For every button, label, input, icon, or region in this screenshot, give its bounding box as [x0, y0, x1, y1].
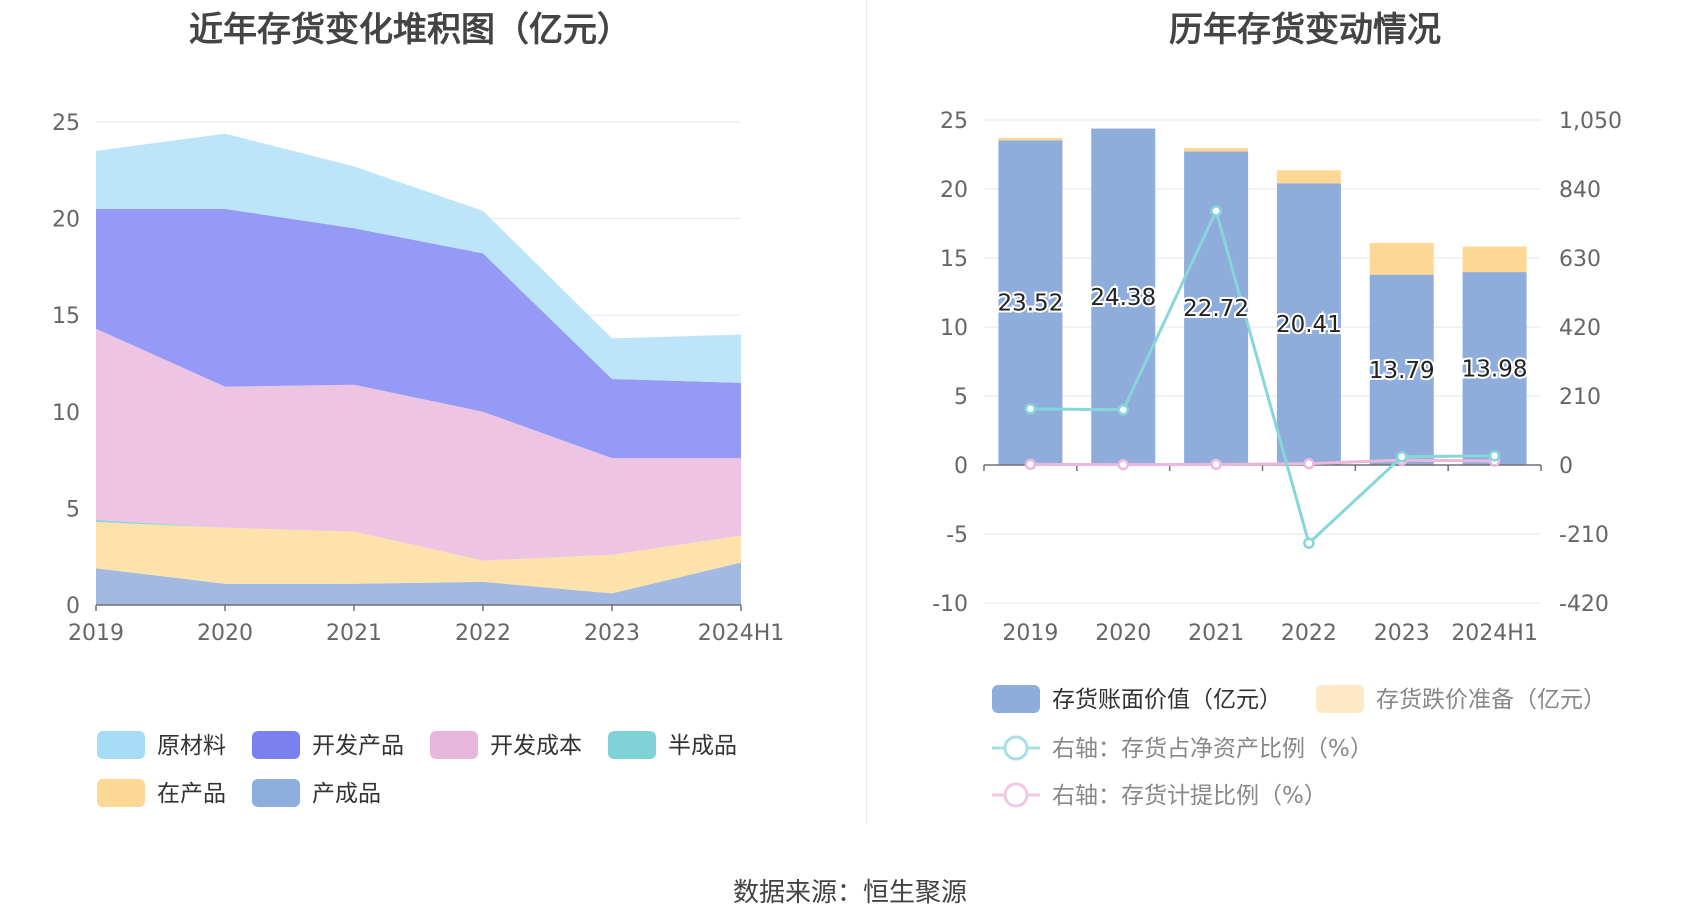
bar-impairment	[998, 137, 1063, 141]
line-point	[1117, 458, 1129, 471]
x-tick-label: 2022	[455, 621, 511, 646]
legend-marker	[1003, 782, 1029, 808]
bar-book-value	[1462, 272, 1527, 465]
y-tick-label: 0	[954, 454, 968, 479]
y2-tick-label: 0	[1559, 454, 1573, 479]
area-series	[96, 133, 741, 383]
inventory-change-bar-chart: -10 -420 -5 -210 0 0 5 210 10 420 15 630 20 840 25 1,05…	[932, 109, 1622, 809]
bar-book-value	[1184, 151, 1249, 466]
line-series	[1030, 458, 1495, 467]
bar-value-label: 13.98	[1462, 357, 1528, 383]
inventory-stacked-area-chart: 0 5 10 15 20 25 2019 2020 2021 2022 2023 2024H1 原材料 开…	[52, 111, 785, 807]
bar-value-label: 22.72	[1183, 296, 1249, 322]
line-series	[1030, 206, 1495, 546]
y-tick-label: 10	[52, 401, 80, 426]
legend-swatch	[430, 731, 478, 759]
x-tick-label: 2019	[1002, 621, 1058, 646]
area-series	[96, 208, 741, 459]
y-tick-label: 25	[940, 109, 968, 134]
line-point	[1396, 451, 1408, 463]
bar-book-value	[1369, 274, 1434, 465]
y-tick-label: 20	[940, 178, 968, 203]
y-tick-label: -10	[932, 592, 968, 617]
x-tick-label: 2024H1	[1451, 621, 1538, 646]
line-point	[1488, 450, 1501, 462]
area-series	[96, 328, 741, 561]
legend-label: 在产品	[157, 781, 226, 807]
legend-label: 存货跌价准备（亿元）	[1376, 687, 1606, 713]
legend-swatch	[992, 685, 1040, 713]
x-tick-label: 2023	[1374, 621, 1430, 646]
legend-label: 右轴：存货占净资产比例（%）	[1052, 736, 1373, 762]
bar-impairment	[1369, 242, 1434, 275]
bar-impairment	[1276, 170, 1341, 184]
line-point	[1117, 404, 1129, 416]
y-tick-label: 5	[66, 497, 80, 522]
bar-impairment	[1462, 246, 1527, 273]
legend-swatch	[608, 731, 656, 759]
y2-tick-label: -420	[1559, 592, 1609, 617]
line-point	[1210, 458, 1222, 471]
x-tick-label: 2020	[197, 621, 253, 646]
legend-label: 开发成本	[490, 733, 582, 759]
area-series	[96, 562, 741, 605]
y-tick-label: 25	[52, 111, 80, 136]
y2-tick-label: 1,050	[1559, 109, 1622, 134]
line-point	[1024, 458, 1037, 471]
legend-swatch	[97, 779, 145, 807]
bar-value-label: 20.41	[1276, 312, 1342, 338]
bar-value-label: 23.52	[997, 291, 1063, 317]
line-point	[1303, 457, 1315, 470]
legend-swatch	[1316, 685, 1364, 713]
chart-divider	[866, 0, 867, 825]
line-point	[1210, 205, 1222, 217]
line-point	[1303, 537, 1315, 549]
area-series	[96, 519, 741, 561]
bar-value-label: 24.38	[1090, 285, 1156, 311]
x-tick-label: 2021	[1188, 621, 1244, 646]
data-source-note: 数据来源：恒生聚源	[732, 878, 967, 908]
bar-book-value	[1276, 183, 1341, 466]
legend-label: 开发产品	[312, 733, 404, 759]
y2-tick-label: 210	[1559, 385, 1601, 410]
y-tick-label: 15	[940, 247, 968, 272]
x-tick-label: 2020	[1095, 621, 1151, 646]
x-tick-label: 2021	[326, 621, 382, 646]
x-tick-label: 2023	[584, 621, 640, 646]
x-tick-label: 2024H1	[698, 621, 785, 646]
y2-tick-label: 840	[1559, 178, 1601, 203]
y2-tick-label: 420	[1559, 316, 1601, 341]
legend-marker	[1003, 735, 1029, 761]
legend-label: 产成品	[312, 781, 381, 807]
y-tick-label: 20	[52, 208, 80, 233]
legend-label: 原材料	[157, 733, 226, 759]
y-tick-label: -5	[946, 523, 968, 548]
legend-label: 存货账面价值（亿元）	[1052, 687, 1282, 713]
y-tick-label: 15	[52, 304, 80, 329]
left-chart-title: 近年存货变化堆积图（亿元）	[189, 10, 631, 50]
right-chart-title: 历年存货变动情况	[1169, 10, 1441, 50]
legend-label: 半成品	[668, 733, 737, 759]
area-series	[96, 521, 741, 594]
y2-tick-label: -210	[1559, 523, 1609, 548]
y-tick-label: 10	[940, 316, 968, 341]
legend-swatch	[252, 779, 300, 807]
x-tick-label: 2019	[68, 621, 124, 646]
y-tick-label: 5	[954, 385, 968, 410]
legend-label: 右轴：存货计提比例（%）	[1052, 783, 1327, 809]
y-tick-label: 0	[66, 594, 80, 619]
line-point	[1024, 403, 1037, 415]
x-tick-label: 2022	[1281, 621, 1337, 646]
y2-tick-label: 630	[1559, 247, 1601, 272]
legend-swatch	[97, 731, 145, 759]
bar-value-label: 13.79	[1369, 358, 1435, 384]
legend-swatch	[252, 731, 300, 759]
bar-impairment	[1184, 148, 1249, 152]
